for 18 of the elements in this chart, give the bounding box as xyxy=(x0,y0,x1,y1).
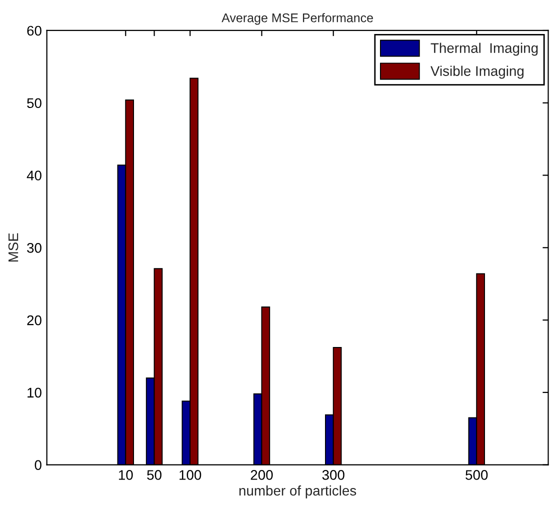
x-tick-label: 200 xyxy=(250,470,273,480)
y-tick-label: 30 xyxy=(27,242,42,253)
y-tick-label: 60 xyxy=(27,26,42,36)
x-tick-label: 10 xyxy=(118,470,133,480)
x-tick-label: 300 xyxy=(322,470,344,480)
x-axis-title: number of particles xyxy=(239,485,356,498)
y-tick-label: 40 xyxy=(26,170,42,180)
x-tick-label: 50 xyxy=(147,470,162,480)
x-tick-label: 500 xyxy=(466,470,488,480)
y-tick-label: 10 xyxy=(28,388,42,398)
y-tick-label: 50 xyxy=(27,98,42,108)
y-tick-label: 20 xyxy=(27,315,42,326)
y-tick-label: 0 xyxy=(34,460,42,470)
legend-label: Visible Imaging xyxy=(430,66,524,79)
x-tick-label: 100 xyxy=(180,470,202,480)
y-axis-title: MSE xyxy=(8,233,18,262)
legend-label: Thermal Imaging xyxy=(430,42,538,56)
chart-title: Average MSE Performance xyxy=(222,13,373,25)
